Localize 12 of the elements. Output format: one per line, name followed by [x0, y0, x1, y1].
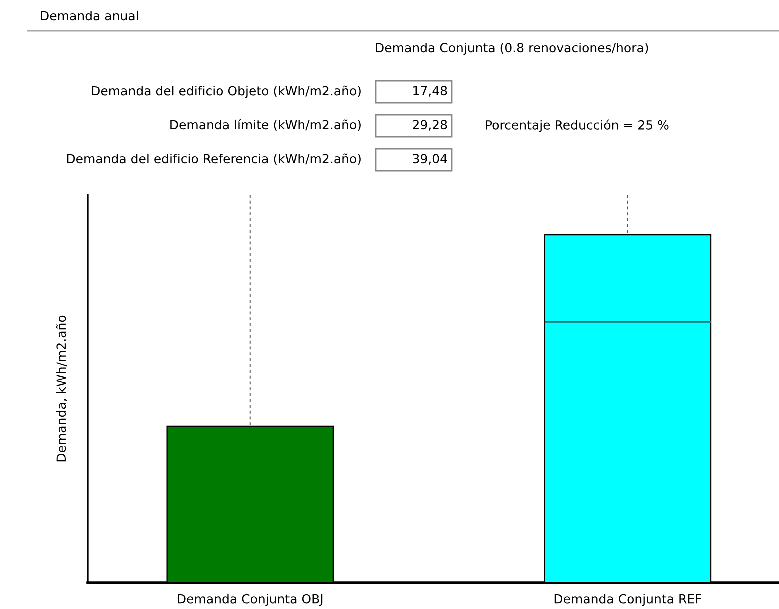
x-tick-label: Demanda Conjunta REF [554, 594, 702, 606]
y-axis-title: Demanda, kWh/m2.año [56, 316, 68, 462]
chart-title: Demanda anual [41, 10, 138, 21]
text: Demanda del edificio Objeto (kWh/m2.año) [92, 86, 361, 98]
text: 39,04 [413, 154, 448, 165]
text: 17,48 [414, 86, 448, 97]
text: Demanda del edificio Referencia (kWh/m2.año) [67, 154, 361, 166]
x-tick-label: Demanda Conjunta OBJ [178, 594, 323, 606]
chart-subtitle: Demanda Conjunta (0.8 renovaciones/hora) [376, 42, 648, 56]
text: Porcentaje Reducción = 25 % [486, 120, 669, 132]
text: Demanda límite (kWh/m2.año) [170, 119, 361, 132]
text: 29,28 [413, 120, 448, 131]
